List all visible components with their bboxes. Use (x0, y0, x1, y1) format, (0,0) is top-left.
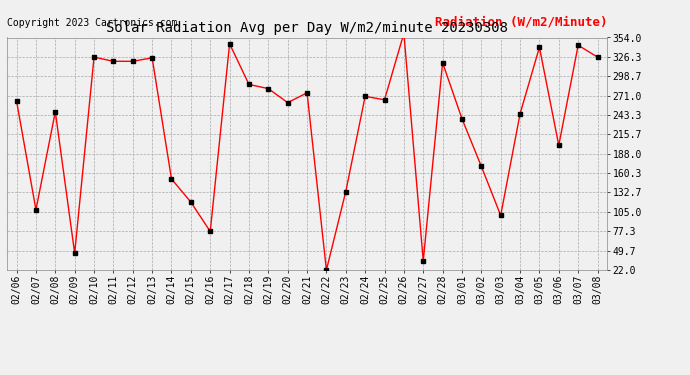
Text: Copyright 2023 Cartronics.com: Copyright 2023 Cartronics.com (7, 18, 177, 28)
Text: Radiation (W/m2/Minute): Radiation (W/m2/Minute) (435, 15, 607, 28)
Title: Solar Radiation Avg per Day W/m2/minute 20230308: Solar Radiation Avg per Day W/m2/minute … (106, 21, 508, 35)
